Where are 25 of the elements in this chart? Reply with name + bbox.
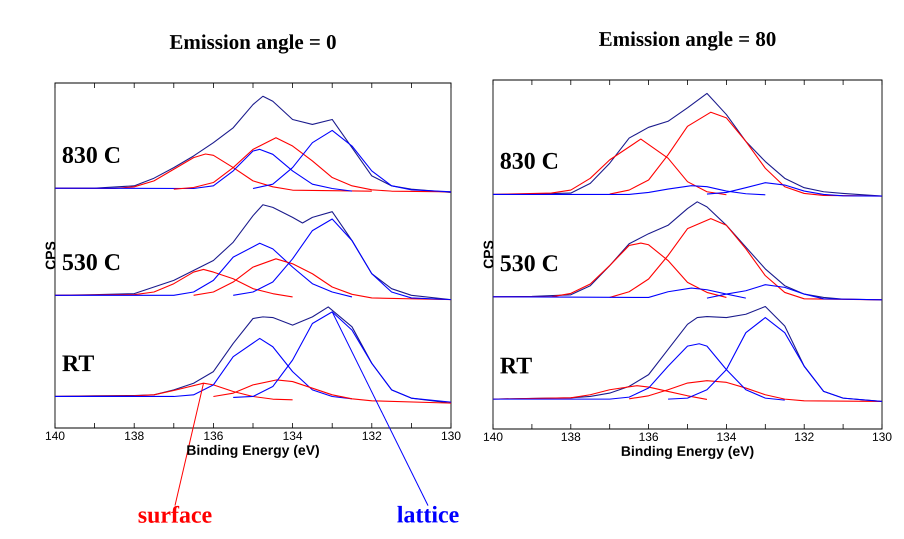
- annotation: surface: [138, 506, 212, 523]
- x-tick-label: 130: [872, 432, 892, 441]
- annotation: 530 C: [500, 255, 558, 272]
- chart-title: Emission angle = 0: [170, 34, 336, 54]
- annotation: RT: [500, 358, 532, 374]
- x-tick-label: 134: [717, 432, 736, 441]
- x-axis-title: Binding Energy (eV): [622, 446, 754, 459]
- y-axis-title: CPS: [46, 242, 56, 270]
- x-tick-label: 132: [795, 432, 814, 441]
- annotation: 830 C: [500, 152, 558, 169]
- annotation: 830 C: [62, 146, 120, 164]
- x-tick-label: 140: [46, 432, 65, 440]
- x-tick-label: 136: [640, 432, 658, 441]
- x-tick-label: 132: [362, 432, 382, 440]
- x-tick-label: 134: [284, 432, 302, 440]
- annotation: lattice: [397, 506, 459, 523]
- x-tick-label: 130: [442, 432, 461, 440]
- annotation: 530 C: [62, 254, 120, 270]
- chart-title: Emission angle = 80: [599, 31, 776, 51]
- x-tick-label: 138: [125, 432, 144, 440]
- annotation: RT: [62, 355, 94, 372]
- x-tick-label: 136: [204, 432, 223, 440]
- x-tick-label: 138: [562, 432, 580, 441]
- y-axis-title: CPS: [484, 240, 494, 268]
- x-tick-label: 140: [484, 432, 503, 441]
